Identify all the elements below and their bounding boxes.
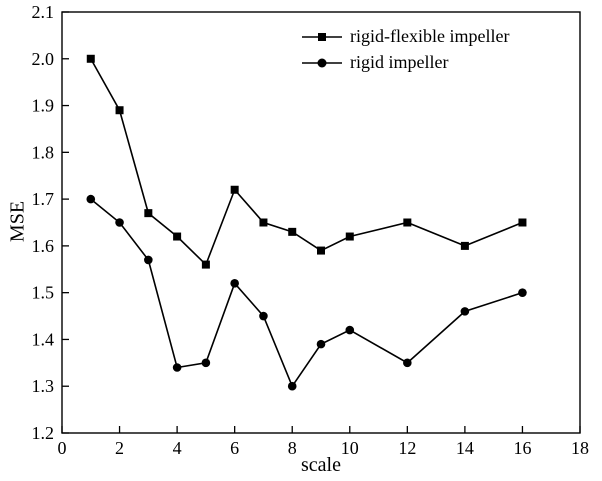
svg-text:1.6: 1.6: [32, 236, 55, 256]
legend-label: rigid impeller: [350, 52, 449, 72]
svg-text:1.5: 1.5: [32, 283, 55, 303]
legend-label: rigid-flexible impeller: [350, 26, 510, 46]
svg-text:1.7: 1.7: [32, 189, 55, 209]
legend-item-rigid: rigid impeller: [302, 52, 509, 73]
legend: rigid-flexible impeller rigid impeller: [302, 26, 509, 73]
svg-text:2.1: 2.1: [32, 2, 55, 22]
y-axis-label: MSE: [6, 200, 29, 243]
svg-text:8: 8: [288, 438, 297, 458]
svg-text:1.9: 1.9: [32, 96, 55, 116]
svg-text:6: 6: [230, 438, 239, 458]
svg-text:1.8: 1.8: [32, 142, 55, 162]
svg-text:2: 2: [115, 438, 124, 458]
svg-text:16: 16: [513, 438, 531, 458]
square-marker-icon: [302, 32, 342, 41]
svg-text:4: 4: [173, 438, 182, 458]
svg-text:1.2: 1.2: [32, 423, 55, 443]
svg-text:18: 18: [571, 438, 589, 458]
svg-text:1.3: 1.3: [32, 376, 55, 396]
legend-item-rigid-flexible: rigid-flexible impeller: [302, 26, 509, 47]
svg-text:10: 10: [341, 438, 359, 458]
svg-text:0: 0: [58, 438, 67, 458]
svg-text:1.4: 1.4: [32, 329, 55, 349]
svg-text:12: 12: [398, 438, 416, 458]
x-axis-label: scale: [301, 454, 341, 476]
svg-text:14: 14: [456, 438, 474, 458]
circle-marker-icon: [302, 58, 342, 67]
svg-text:2.0: 2.0: [32, 49, 55, 69]
